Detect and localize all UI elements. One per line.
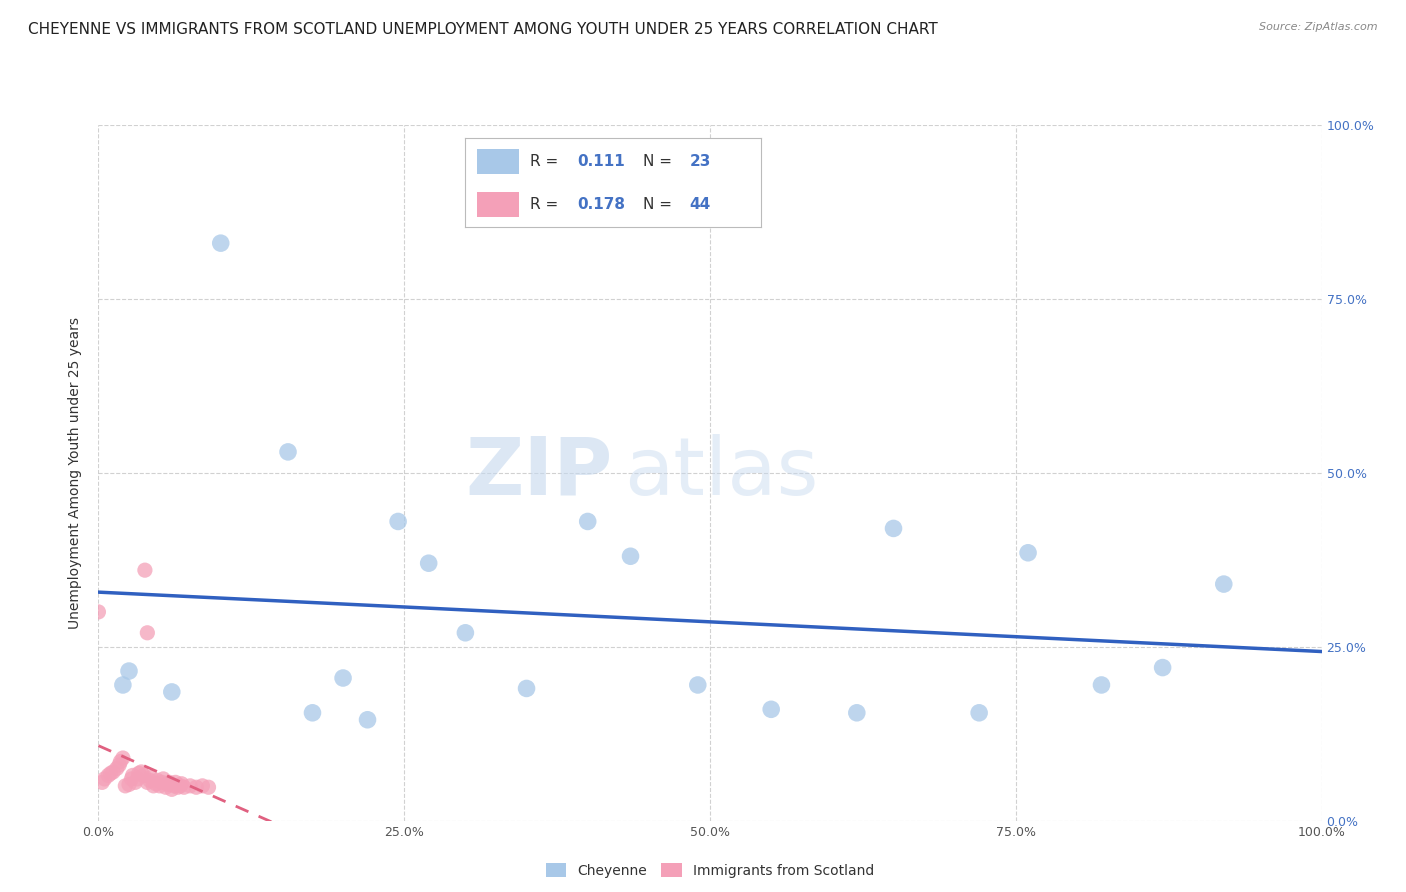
Point [277, 445, 299, 459]
Point [129, 764, 152, 779]
Point [111, 751, 134, 765]
Point [197, 780, 219, 795]
Text: atlas: atlas [624, 434, 818, 512]
Point [1212, 577, 1234, 591]
Point [145, 777, 167, 791]
Point [160, 685, 183, 699]
Point [209, 236, 232, 251]
Point [132, 768, 155, 782]
Point [515, 681, 537, 696]
Point [883, 521, 905, 535]
Point [619, 549, 641, 564]
Point [157, 775, 180, 789]
Point [167, 780, 190, 795]
Text: 0.178: 0.178 [578, 197, 626, 211]
Point [120, 772, 142, 786]
Point [761, 702, 783, 716]
Point [576, 515, 599, 529]
Point [179, 779, 201, 793]
Point [170, 777, 193, 791]
Point [136, 625, 159, 640]
Point [118, 777, 141, 791]
Point [149, 779, 172, 793]
Point [845, 706, 868, 720]
Bar [477, 192, 519, 217]
Text: CHEYENNE VS IMMIGRANTS FROM SCOTLAND UNEMPLOYMENT AMONG YOUTH UNDER 25 YEARS COR: CHEYENNE VS IMMIGRANTS FROM SCOTLAND UNE… [28, 22, 938, 37]
Point [152, 772, 174, 786]
Point [110, 755, 132, 769]
Y-axis label: Unemployment Among Youth under 25 years: Unemployment Among Youth under 25 years [69, 317, 83, 629]
Text: 44: 44 [690, 197, 711, 211]
Text: N =: N = [643, 154, 676, 169]
Point [139, 773, 162, 788]
Point [136, 775, 159, 789]
Point [186, 780, 208, 795]
Point [124, 775, 146, 789]
Bar [477, 149, 519, 174]
Text: R =: R = [530, 197, 564, 211]
Point [1090, 678, 1112, 692]
Point [121, 768, 143, 782]
Text: ZIP: ZIP [465, 434, 612, 512]
Point [418, 556, 440, 570]
Point [173, 780, 195, 795]
Point [105, 761, 128, 775]
Point [146, 773, 169, 788]
Legend: Cheyenne, Immigrants from Scotland: Cheyenne, Immigrants from Scotland [540, 857, 880, 883]
Point [87, 605, 110, 619]
Point [1152, 660, 1174, 674]
Point [134, 563, 156, 577]
Point [118, 664, 141, 678]
Point [191, 779, 214, 793]
Point [108, 758, 131, 772]
Point [356, 713, 378, 727]
Point [967, 706, 990, 720]
Point [160, 782, 183, 797]
Point [686, 678, 709, 692]
Text: 23: 23 [690, 154, 711, 169]
Point [97, 768, 120, 782]
Point [114, 779, 136, 793]
Point [387, 515, 409, 529]
Text: N =: N = [643, 197, 676, 211]
Point [93, 772, 115, 786]
Point [139, 771, 162, 785]
Point [150, 775, 173, 789]
Point [111, 678, 134, 692]
Point [157, 777, 180, 791]
Point [1017, 546, 1039, 560]
Point [142, 779, 165, 793]
Point [101, 764, 124, 779]
Point [332, 671, 354, 685]
Text: 0.111: 0.111 [578, 154, 626, 169]
Point [155, 780, 177, 795]
Point [91, 775, 114, 789]
Point [301, 706, 323, 720]
Point [127, 772, 149, 786]
Point [100, 766, 122, 780]
Point [454, 625, 477, 640]
Point [128, 766, 150, 780]
Text: R =: R = [530, 154, 564, 169]
Point [163, 779, 186, 793]
Point [169, 779, 191, 793]
Point [165, 775, 187, 789]
Text: Source: ZipAtlas.com: Source: ZipAtlas.com [1260, 22, 1378, 32]
